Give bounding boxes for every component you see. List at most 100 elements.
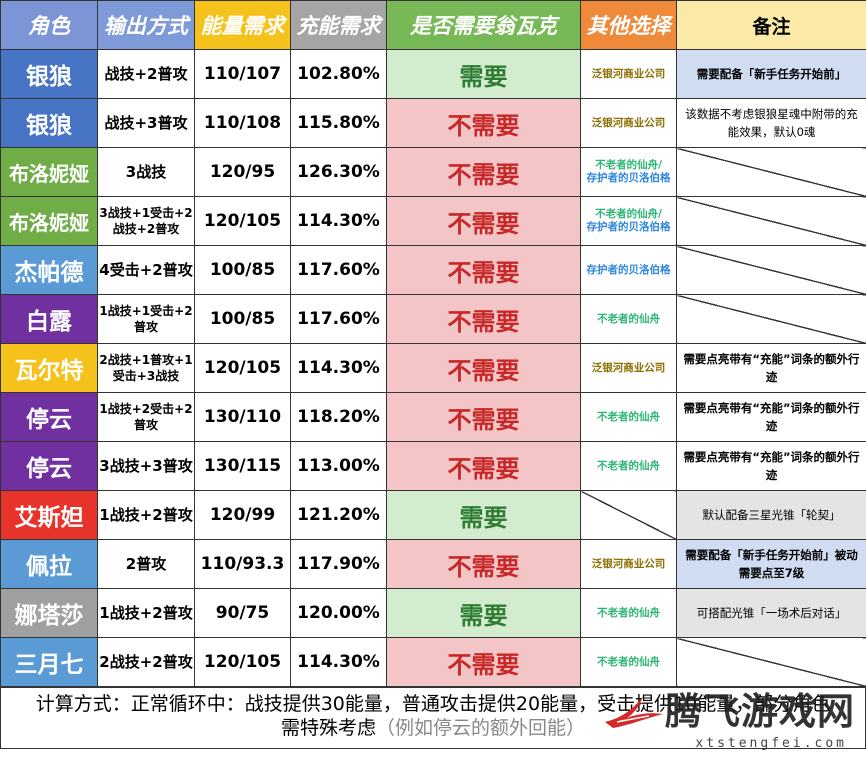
option-belobog: 存护者的贝洛伯格: [586, 221, 671, 233]
character-name: 白露: [0, 294, 98, 344]
need-wengwake: 不需要: [386, 441, 581, 491]
need-wengwake: 不需要: [386, 294, 581, 344]
charge-requirement: 117.60%: [290, 245, 387, 295]
option-xianzhou: 不老者的仙舟/: [595, 159, 662, 171]
other-option: 不老者的仙舟/ 存护者的贝洛伯格: [580, 196, 677, 246]
note: 该数据不考虑银狼星魂中附带的充能效果，默认0魂: [676, 98, 866, 148]
other-option: 泛银河商业公司: [580, 539, 677, 589]
note: 需要点亮带有“充能”词条的额外行迹: [676, 392, 866, 442]
table-row: 银狼 战技+2普攻 110/107 102.80% 需要 泛银河商业公司 需要配…: [0, 49, 866, 99]
energy-requirement: 120/105: [194, 343, 291, 393]
charge-requirement: 114.30%: [290, 637, 387, 687]
need-wengwake: 不需要: [386, 637, 581, 687]
footer-special-note: 需特殊考虑: [280, 717, 376, 739]
character-name: 三月七: [0, 637, 98, 687]
character-name: 银狼: [0, 98, 98, 148]
character-name: 停云: [0, 441, 98, 491]
other-option: 不老者的仙舟: [580, 392, 677, 442]
need-wengwake: 不需要: [386, 343, 581, 393]
header-energy: 能量需求: [194, 0, 291, 50]
need-wengwake: 不需要: [386, 392, 581, 442]
calculation-footer: 计算方式：正常循环中：战技提供30能量，普通攻击提供20能量，受击提供10能量，…: [0, 687, 866, 751]
header-other-options: 其他选择: [580, 0, 677, 50]
need-wengwake: 不需要: [386, 245, 581, 295]
table-row: 佩拉 2普攻 110/93.3 117.90% 不需要 泛银河商业公司 需要配备…: [0, 539, 866, 589]
output-method: 战技+2普攻: [97, 49, 195, 99]
output-method: 3战技+1受击+2战技+2普攻: [97, 196, 195, 246]
table-row: 白露 1战技+1受击+2普攻 100/85 117.60% 不需要 不老者的仙舟: [0, 294, 866, 344]
character-name: 银狼: [0, 49, 98, 99]
energy-requirement: 120/105: [194, 637, 291, 687]
other-option: 存护者的贝洛伯格: [580, 245, 677, 295]
other-option: 泛银河商业公司: [580, 98, 677, 148]
need-wengwake: 需要: [386, 490, 581, 540]
output-method: 3战技: [97, 147, 195, 197]
watermark-text: 腾飞游戏网: [665, 690, 855, 733]
table-row: 停云 1战技+2受击+2普攻 130/110 118.20% 不需要 不老者的仙…: [0, 392, 866, 442]
header-character: 角色: [0, 0, 98, 50]
character-name: 佩拉: [0, 539, 98, 589]
other-option: 不老者的仙舟/ 存护者的贝洛伯格: [580, 147, 677, 197]
output-method: 3战技+3普攻: [97, 441, 195, 491]
other-option: 不老者的仙舟: [580, 588, 677, 638]
empty-note-cell: [676, 245, 866, 295]
site-watermark: 腾飞游戏网: [603, 692, 855, 732]
energy-requirement: 100/85: [194, 245, 291, 295]
charge-requirement: 114.30%: [290, 343, 387, 393]
need-wengwake: 需要: [386, 588, 581, 638]
need-wengwake: 不需要: [386, 196, 581, 246]
empty-option-cell: [580, 490, 677, 540]
header-notes: 备注: [676, 0, 866, 50]
character-name: 停云: [0, 392, 98, 442]
table-row: 布洛妮娅 3战技+1受击+2战技+2普攻 120/105 114.30% 不需要…: [0, 196, 866, 246]
character-name: 娜塔莎: [0, 588, 98, 638]
table-row: 三月七 2战技+2普攻 120/105 114.30% 不需要 不老者的仙舟: [0, 637, 866, 687]
need-wengwake: 不需要: [386, 539, 581, 589]
option-belobog: 存护者的贝洛伯格: [586, 172, 671, 184]
need-wengwake: 不需要: [386, 147, 581, 197]
table-row: 银狼 战技+3普攻 110/108 115.80% 不需要 泛银河商业公司 该数…: [0, 98, 866, 148]
header-need-wengwake: 是否需要翁瓦克: [386, 0, 581, 50]
charge-requirement: 126.30%: [290, 147, 387, 197]
energy-requirement: 100/85: [194, 294, 291, 344]
energy-requirement: 120/105: [194, 196, 291, 246]
swallow-logo-icon: [605, 696, 663, 728]
energy-requirement: 130/110: [194, 392, 291, 442]
note: 需要配备「新手任务开始前」被动需要点至7级: [676, 539, 866, 589]
other-option: 泛银河商业公司: [580, 49, 677, 99]
table-row: 艾斯妲 1战技+2普攻 120/99 121.20% 需要 默认配备三星光锥「轮…: [0, 490, 866, 540]
table-row: 停云 3战技+3普攻 130/115 113.00% 不需要 不老者的仙舟 需要…: [0, 441, 866, 491]
energy-requirement: 110/107: [194, 49, 291, 99]
character-name: 布洛妮娅: [0, 147, 98, 197]
charge-requirement: 121.20%: [290, 490, 387, 540]
empty-note-cell: [676, 147, 866, 197]
character-name: 布洛妮娅: [0, 196, 98, 246]
footer-example-note: （例如停云的额外回能）: [376, 717, 586, 739]
charge-requirement: 114.30%: [290, 196, 387, 246]
character-name: 杰帕德: [0, 245, 98, 295]
energy-requirement: 110/108: [194, 98, 291, 148]
note: 可搭配光锥「一场术后对话」: [676, 588, 866, 638]
charge-requirement: 115.80%: [290, 98, 387, 148]
other-option: 不老者的仙舟: [580, 637, 677, 687]
output-method: 1战技+2受击+2普攻: [97, 392, 195, 442]
empty-note-cell: [676, 294, 866, 344]
character-name: 瓦尔特: [0, 343, 98, 393]
empty-note-cell: [676, 196, 866, 246]
output-method: 4受击+2普攻: [97, 245, 195, 295]
charge-requirement: 113.00%: [290, 441, 387, 491]
character-name: 艾斯妲: [0, 490, 98, 540]
output-method: 1战技+2普攻: [97, 588, 195, 638]
need-wengwake: 需要: [386, 49, 581, 99]
charge-requirement: 117.60%: [290, 294, 387, 344]
other-option: 泛银河商业公司: [580, 343, 677, 393]
energy-requirement: 120/95: [194, 147, 291, 197]
other-option: 不老者的仙舟: [580, 294, 677, 344]
output-method: 1战技+1受击+2普攻: [97, 294, 195, 344]
note: 默认配备三星光锥「轮契」: [676, 490, 866, 540]
charge-requirement: 120.00%: [290, 588, 387, 638]
need-wengwake: 不需要: [386, 98, 581, 148]
header-charge: 充能需求: [290, 0, 387, 50]
energy-requirement: 130/115: [194, 441, 291, 491]
output-method: 2战技+1普攻+1受击+3战技: [97, 343, 195, 393]
